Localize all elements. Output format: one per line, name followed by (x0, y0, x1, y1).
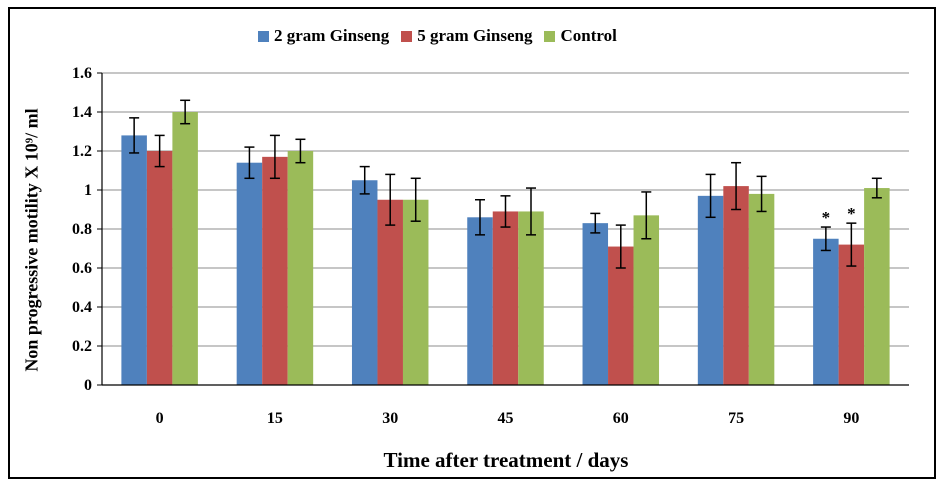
legend-swatch-2g (258, 30, 269, 42)
legend-swatch-control (544, 30, 556, 42)
x-tick-label: 45 (498, 410, 514, 427)
bar (633, 215, 660, 385)
legend: 2 gram Ginseng 5 gram Ginseng Control (258, 26, 629, 46)
bars (121, 112, 890, 385)
legend-item-2g: 2 gram Ginseng (258, 26, 389, 46)
gridlines (102, 72, 909, 347)
x-tick-label: 75 (728, 410, 744, 427)
bar (723, 186, 749, 385)
y-tick-label: 1.4 (72, 104, 92, 121)
bar (262, 156, 288, 385)
y-tick-label: 0 (84, 377, 92, 394)
y-tick-label: 1 (84, 182, 92, 199)
x-tick-label: 90 (843, 410, 859, 427)
bar (146, 151, 173, 385)
bar (608, 246, 634, 385)
bar (236, 162, 263, 385)
bar (864, 188, 890, 385)
bar (582, 223, 609, 385)
bar (172, 112, 198, 385)
y-tick-label: 0.8 (72, 221, 92, 238)
legend-item-5g: 5 gram Ginseng (401, 26, 532, 46)
y-axis-title: Non progressive motility X 10⁹/ ml (21, 108, 42, 372)
bar (467, 217, 493, 385)
y-tick-label: 1.2 (72, 143, 92, 160)
y-tick-label: 0.4 (72, 299, 92, 316)
significance-marker: * (822, 208, 831, 227)
significance-marker: * (847, 204, 856, 223)
legend-label-control: Control (560, 26, 617, 45)
x-tick-label: 15 (267, 410, 283, 427)
bar (518, 211, 544, 385)
bar (351, 180, 378, 385)
bar (492, 211, 519, 385)
x-tick-label: 30 (382, 410, 398, 427)
bar (813, 238, 839, 385)
legend-item-control: Control (544, 26, 617, 46)
axes (97, 72, 909, 386)
y-tick-label: 0.2 (72, 338, 92, 355)
bar (377, 199, 403, 385)
bar (748, 193, 775, 385)
bar (287, 151, 314, 385)
legend-swatch-5g (401, 30, 413, 42)
legend-label-2g: 2 gram Ginseng (274, 26, 390, 45)
y-tick-label: 1.6 (72, 65, 92, 82)
x-tick-label: 0 (156, 410, 164, 427)
y-tick-label: 0.6 (72, 260, 92, 277)
bar (402, 199, 429, 385)
error-bars (129, 99, 882, 269)
x-tick-label: 60 (613, 410, 629, 427)
bar (697, 195, 724, 385)
tick-labels: 0 0.2 0.4 0.6 0.8 1 1.2 1.4 1.6 0 15 30 45 60 75 * * 90 (72, 65, 859, 427)
x-axis-title: Time after treatment / days (383, 448, 629, 472)
bar (838, 244, 865, 385)
bar (121, 135, 147, 385)
legend-label-5g: 5 gram Ginseng (417, 26, 533, 45)
